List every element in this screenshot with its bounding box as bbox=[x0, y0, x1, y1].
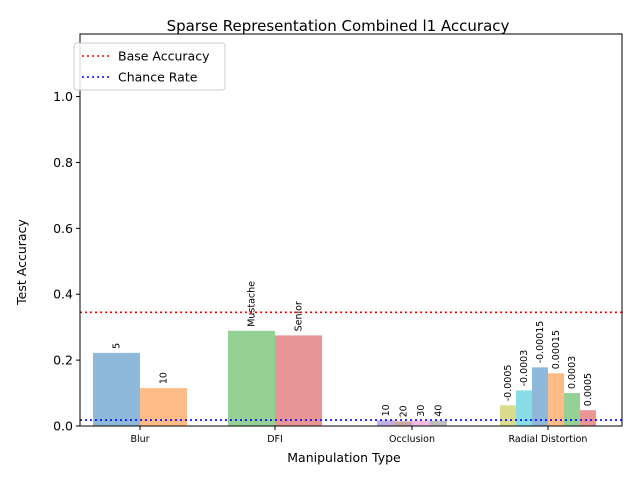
legend: Base Accuracy Chance Rate bbox=[73, 42, 226, 91]
bar bbox=[275, 335, 322, 426]
bar bbox=[377, 420, 395, 426]
y-tick-label: 0.4 bbox=[53, 287, 73, 302]
legend-box bbox=[73, 42, 226, 91]
bar bbox=[532, 367, 548, 426]
axes-frame bbox=[79, 33, 623, 427]
bar bbox=[500, 405, 516, 426]
legend-label: Base Accuracy bbox=[118, 49, 210, 64]
bar bbox=[516, 390, 532, 426]
y-tick-label: 0.6 bbox=[53, 221, 73, 236]
bar-data-label: 20 bbox=[398, 405, 409, 417]
bar bbox=[140, 388, 187, 426]
bar-data-label: Mustache bbox=[247, 281, 258, 327]
y-axis-label: Test Accuracy bbox=[14, 219, 29, 306]
bar bbox=[564, 393, 580, 426]
bar-data-label: Senior bbox=[294, 301, 305, 331]
bar-data-label: 0.0005 bbox=[583, 373, 594, 406]
bar bbox=[580, 410, 596, 426]
legend-label: Chance Rate bbox=[118, 70, 198, 85]
bar-data-label: -0.00015 bbox=[535, 321, 546, 364]
bar bbox=[412, 420, 430, 426]
bar-data-label: 5 bbox=[112, 343, 123, 349]
bar bbox=[93, 352, 140, 426]
bar-data-label: 0.00015 bbox=[551, 330, 562, 369]
bar-data-label: 30 bbox=[416, 405, 427, 417]
bar-data-label: 40 bbox=[433, 405, 444, 417]
bar bbox=[228, 330, 275, 426]
x-tick-label: DFI bbox=[267, 434, 283, 445]
plot-area: 5 10 Blur Mustache Senior DFI 10 20 30 40 Occlusio… bbox=[53, 33, 623, 445]
x-tick-label: Radial Distortion bbox=[509, 434, 588, 445]
bar-data-label: 0.0003 bbox=[567, 356, 578, 389]
bar-data-label: 10 bbox=[381, 404, 392, 416]
bar-data-label: 10 bbox=[159, 372, 170, 384]
bar bbox=[429, 420, 447, 426]
y-tick-label: 0.8 bbox=[53, 155, 73, 170]
x-tick-label: Occlusion bbox=[389, 434, 435, 445]
y-tick-label: 0.2 bbox=[53, 353, 73, 368]
y-tick-label: 1.0 bbox=[53, 89, 73, 104]
bar-data-label: -0.0005 bbox=[503, 365, 514, 402]
x-axis-label: Manipulation Type bbox=[287, 450, 401, 465]
bar bbox=[548, 373, 564, 426]
bar-data-label: -0.0003 bbox=[519, 350, 530, 387]
chart-title: Sparse Representation Combined l1 Accura… bbox=[167, 17, 510, 35]
bar bbox=[394, 421, 412, 426]
y-tick-label: 0.0 bbox=[53, 419, 73, 434]
x-tick-label: Blur bbox=[130, 434, 149, 445]
